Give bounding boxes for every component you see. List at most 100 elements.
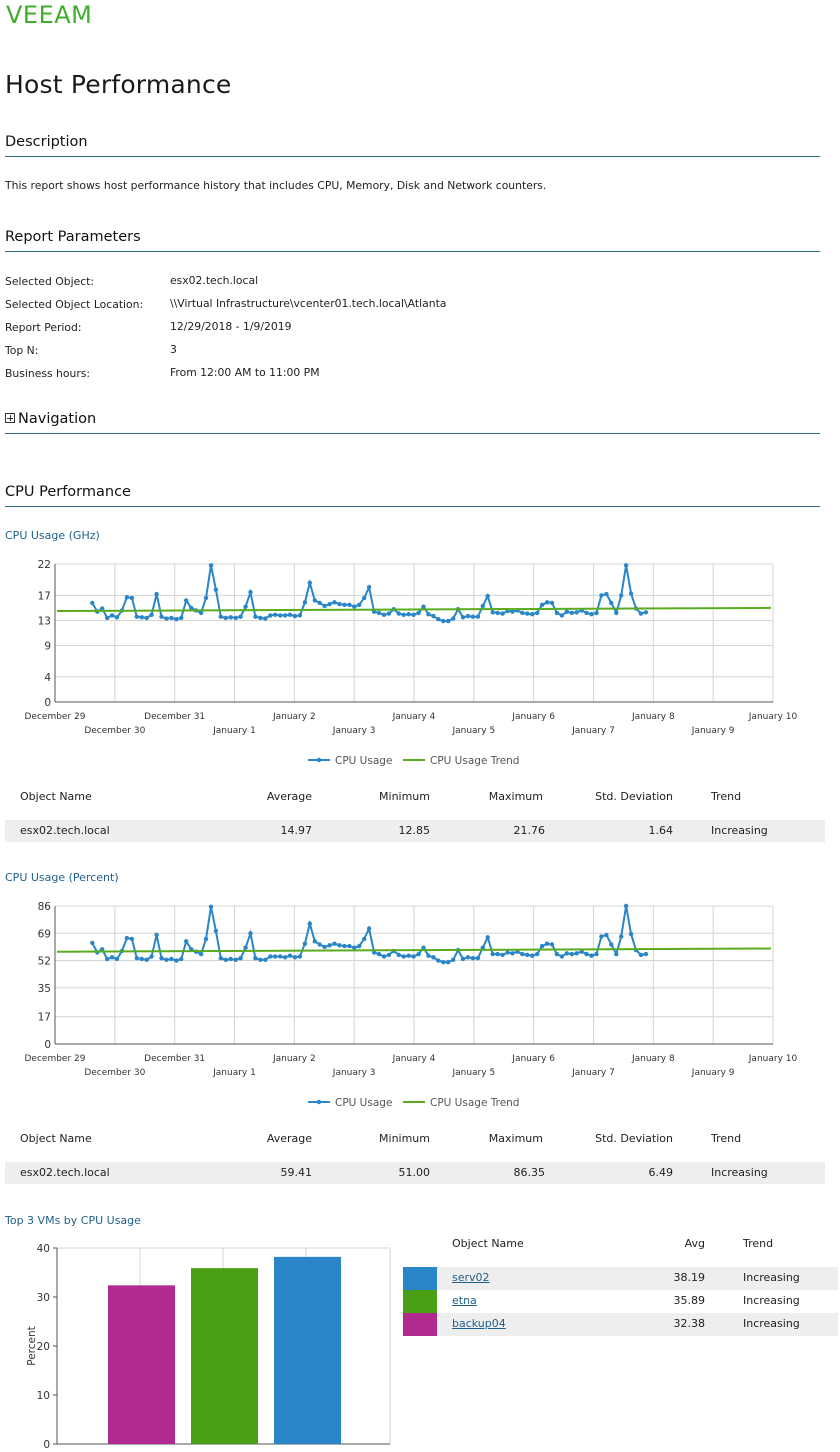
cpu-usage-point: [218, 614, 223, 619]
cpu-usage-point: [426, 612, 431, 617]
cpu-usage-point: [90, 940, 95, 946]
cpu-usage-point: [129, 595, 135, 601]
col-average: Average: [266, 1132, 312, 1145]
vm-col-avg: Avg: [684, 1237, 705, 1250]
cpu-usage-point: [263, 957, 268, 962]
y-tick-label: 0: [44, 697, 51, 709]
vm-col-object-name: Object Name: [452, 1237, 524, 1250]
col-std-deviation: Std. Deviation: [595, 790, 673, 803]
cpu-usage-point: [218, 956, 223, 961]
y-tick-label: 0: [43, 1439, 50, 1451]
vm-avg: 38.19: [673, 1271, 706, 1284]
cpu-usage-point: [406, 953, 411, 958]
cpu-usage-point: [619, 934, 624, 939]
x-tick-label: January 1: [212, 726, 256, 736]
navigation-heading: Navigation: [18, 411, 97, 427]
cpu-usage-point: [297, 954, 303, 959]
navigation-toggle[interactable]: Navigation: [5, 411, 96, 427]
description-text: This report shows host performance histo…: [5, 179, 547, 192]
cpu-usage-point: [238, 956, 243, 961]
vm-link-backup04[interactable]: backup04: [452, 1317, 506, 1330]
cpu-usage-point: [164, 957, 169, 962]
cpu-usage-point: [258, 615, 263, 621]
row-object-name: esx02.tech.local: [20, 1166, 110, 1179]
cpu-usage-point: [342, 943, 347, 949]
cpu-usage-point: [109, 955, 115, 960]
vm-col-trend: Trend: [743, 1237, 774, 1250]
cpu-usage-point: [322, 944, 327, 950]
param-value-topn: 3: [170, 343, 177, 356]
cpu-usage-point: [431, 955, 436, 960]
param-value-period: 12/29/2018 - 1/9/2019: [170, 320, 292, 333]
cpu-usage-point: [357, 943, 362, 949]
cpu-usage-point: [114, 615, 120, 620]
cpu-usage-point: [619, 593, 624, 598]
row-std-deviation: 6.49: [648, 1166, 674, 1179]
cpu-usage-point: [100, 606, 105, 611]
cpu-usage-point: [510, 951, 515, 956]
cpu-usage-point: [525, 611, 530, 616]
cpu-usage-point: [559, 613, 565, 618]
top-vms-chart-title: Top 3 VMs by CPU Usage: [5, 1214, 141, 1227]
navigation-section-header[interactable]: Navigation: [5, 409, 820, 434]
param-label-period: Report Period:: [5, 321, 82, 334]
cpu-usage-point: [248, 931, 253, 936]
param-label-business-hours: Business hours:: [5, 367, 91, 380]
y-tick-label: 40: [37, 1243, 50, 1255]
cpu-usage-point: [525, 952, 530, 958]
x-tick-label: January 6: [511, 712, 555, 722]
cpu-usage-point: [114, 956, 120, 962]
cpu-usage-point: [559, 954, 565, 959]
x-tick-label: January 3: [332, 1068, 376, 1078]
cpu-usage-point: [386, 952, 392, 958]
vm-link-serv02[interactable]: serv02: [452, 1271, 490, 1284]
cpu-usage-point: [594, 610, 599, 616]
cpu-usage-point: [233, 615, 238, 621]
y-tick-label: 20: [37, 1341, 50, 1353]
cpu-usage-point: [574, 610, 579, 615]
cpu-usage-point: [480, 603, 485, 609]
y-tick-label: 4: [44, 672, 51, 684]
cpu-usage-point: [599, 934, 604, 939]
cpu-usage-point: [149, 954, 154, 959]
cpu-usage-point: [347, 943, 352, 949]
vm-color-swatch: [403, 1290, 437, 1313]
row-trend: Increasing: [711, 1166, 768, 1179]
cpu-usage-point: [144, 957, 149, 962]
cpu-usage-point: [421, 604, 426, 609]
expand-plus-icon[interactable]: [5, 413, 15, 423]
cpu-usage-point: [317, 942, 322, 947]
cpu-usage-series-line: [91, 905, 647, 964]
row-trend: Increasing: [711, 824, 768, 837]
cpu-usage-point: [381, 954, 387, 959]
x-tick-label: January 6: [511, 1054, 555, 1064]
y-tick-label: 35: [38, 983, 51, 995]
cpu-usage-point: [149, 612, 154, 617]
cpu-usage-point: [203, 936, 209, 942]
vm-link-etna[interactable]: etna: [452, 1294, 477, 1307]
y-tick-label: 22: [38, 559, 51, 571]
x-tick-label: January 5: [451, 726, 495, 736]
cpu-usage-point: [362, 595, 367, 601]
row-minimum: 12.85: [398, 824, 431, 837]
legend-usage-label: CPU Usage: [335, 1097, 392, 1109]
logo-text: VEEAM: [6, 3, 92, 27]
cpu-usage-point: [337, 601, 342, 607]
cpu-usage-point: [604, 932, 609, 938]
cpu-heading: CPU Performance: [5, 484, 131, 500]
cpu-usage-point: [485, 935, 490, 940]
table-row: serv02 38.19 Increasing: [403, 1267, 838, 1290]
cpu-usage-point: [268, 954, 273, 959]
cpu-usage-point: [520, 610, 525, 616]
cpu-percent-line-chart: 0 17 35 52 69 86 December 29 December 31 January…: [25, 901, 798, 1109]
table-row: backup04 32.38 Increasing: [403, 1313, 838, 1336]
cpu-usage-point: [337, 943, 342, 948]
legend-trend-label: CPU Usage Trend: [430, 755, 519, 767]
y-tick-label: 0: [44, 1039, 51, 1051]
cpu-usage-point: [273, 954, 278, 959]
cpu-usage-point: [302, 941, 308, 946]
cpu-usage-point: [228, 956, 233, 962]
cpu-usage-point: [90, 600, 95, 606]
cpu-usage-point: [505, 950, 510, 955]
x-tick-label: January 9: [691, 726, 735, 736]
